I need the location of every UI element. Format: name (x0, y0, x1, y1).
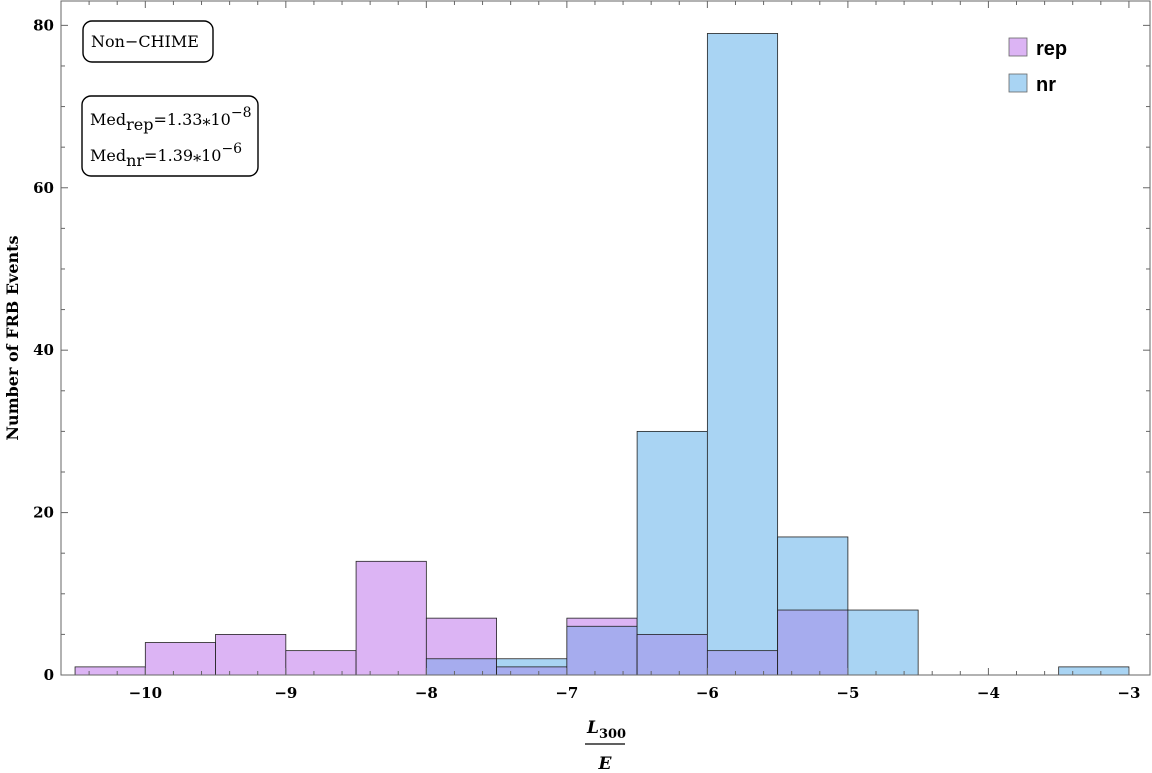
bar-rep (285, 650, 357, 676)
sample-label-box: Non−CHIME (82, 20, 214, 63)
bar-nr (566, 625, 638, 676)
x-axis-label: L300 E (585, 718, 626, 773)
median-rep-text: Medrep=1.33⁎10−8 (90, 105, 251, 134)
x-axis-label-denominator: E (598, 754, 613, 773)
bar-overlap (777, 609, 849, 676)
bar-overlap (706, 650, 779, 676)
x-tick-label: −4 (977, 684, 1000, 702)
x-tick-label: −7 (555, 684, 578, 702)
legend-swatch-rep (1008, 37, 1028, 57)
bar-rep (144, 642, 216, 676)
bar-overlap (636, 633, 708, 676)
x-tick-label: −10 (129, 684, 162, 702)
bar-rep (355, 560, 427, 676)
legend: rep nr (1008, 37, 1067, 96)
svg-text:L300: L300 (586, 718, 626, 742)
y-tick-label: 20 (33, 504, 54, 522)
legend-label-nr: nr (1036, 74, 1056, 96)
x-tick-label: −5 (836, 684, 859, 702)
bar-rep (74, 666, 146, 676)
y-axis-label: Number of FRB Events (3, 235, 22, 440)
y-tick-label: 80 (33, 16, 54, 34)
legend-label-rep: rep (1036, 38, 1067, 60)
y-tick-label: 60 (33, 179, 54, 197)
y-tick-label: 0 (44, 666, 54, 684)
bar-nr (425, 658, 498, 676)
x-tick-label: −8 (415, 684, 438, 702)
x-axis-label-numerator-subscript: 300 (599, 727, 626, 742)
x-tick-label: −6 (696, 684, 719, 702)
x-axis-label-numerator: L (586, 718, 599, 738)
medians-box: Medrep=1.33⁎10−8 Mednr=1.39⁎10−6 (81, 95, 259, 177)
plot-frame (60, 0, 1151, 676)
median-nr-text: Mednr=1.39⁎10−6 (90, 141, 242, 170)
bars-layer (74, 33, 1130, 676)
bar-nr (847, 609, 919, 676)
x-tick-label: −3 (1117, 684, 1140, 702)
sample-label-text: Non−CHIME (91, 32, 199, 51)
bar-overlap (496, 666, 568, 676)
y-tick-label: 40 (33, 341, 54, 359)
x-tick-label: −9 (274, 684, 297, 702)
bar-nr (1058, 666, 1130, 676)
bar-nr (706, 33, 779, 676)
legend-swatch-nr (1008, 73, 1028, 93)
axis-ticks: −10 −9 −8 −7 −6 −5 −4 −3 0 20 40 60 80 (33, 1, 1150, 702)
bar-rep (215, 633, 287, 676)
